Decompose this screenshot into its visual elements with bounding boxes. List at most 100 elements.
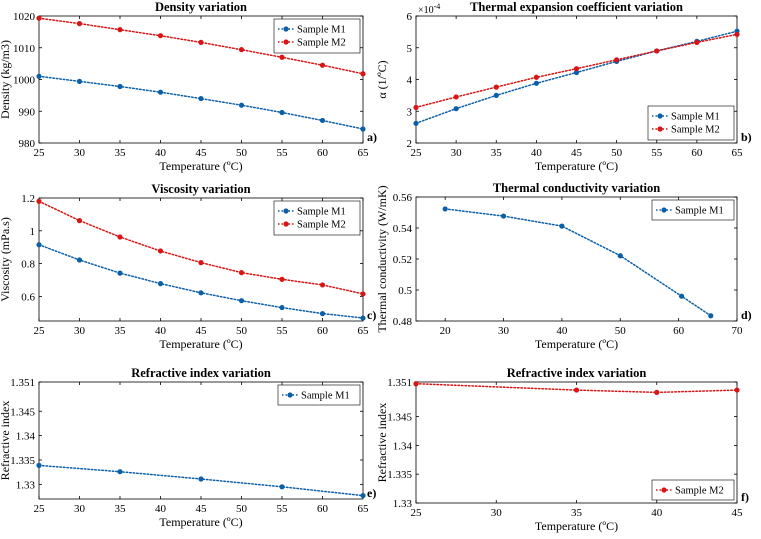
series-line-sample-m1 [444,208,712,317]
y-tick-label: 0.54 [393,223,413,235]
y-tick-label: 1.335 [10,455,35,467]
x-tick-label: 55 [277,147,289,159]
x-tick-label: 65 [732,147,744,159]
data-point [238,102,245,108]
legend-box [651,479,735,501]
chart-title: Thermal conductivity variation [493,181,660,195]
x-tick-label: 40 [556,325,568,337]
y-tick-label: 0.56 [393,192,413,204]
y-axis-label: Refractive index [0,401,12,481]
legend: Sample M1 [277,384,361,406]
y-tick-label: 1.34 [393,440,413,452]
x-tick-label: 50 [236,503,248,515]
data-point [678,293,685,299]
data-point [157,89,164,95]
y-tick-label: 0.52 [393,254,412,266]
x-tick-label: 50 [236,147,248,159]
y-tick-label: 1.351 [387,377,412,389]
x-tick-label: 25 [34,147,46,159]
legend-swatch-marker [283,39,289,45]
data-point [117,234,123,240]
data-point [76,21,83,27]
data-point [117,270,123,276]
x-tick-label: 35 [571,507,583,519]
panel-label: c) [367,308,376,322]
legend-entry: Sample M1 [671,112,720,123]
data-point [76,257,83,263]
data-point [734,31,740,38]
panel-label: d) [741,308,752,322]
legend-swatch-marker [661,487,667,493]
data-point [319,117,326,124]
x-tick-label: 40 [155,147,167,159]
data-point [319,311,326,317]
x-tick-label: 70 [732,325,744,337]
x-tick-label: 40 [155,325,167,337]
data-point [413,120,419,126]
data-point [36,73,42,79]
data-point [36,198,42,204]
x-tick-label: 30 [491,507,503,519]
data-point [360,71,366,77]
data-point [238,270,245,276]
y-tick-label: 1020 [13,11,36,23]
x-tick-label: 20 [440,325,452,337]
x-tick-label: 65 [358,503,370,515]
y-tick-label: 6 [407,11,413,23]
x-tick-label: 45 [196,503,208,515]
data-point [117,469,123,475]
x-axis-label: Temperature (ºC) [535,519,618,533]
legend-swatch-marker [283,221,289,227]
legend: Sample M1 Sample M2 [273,200,361,236]
data-point [279,276,285,282]
legend-entry: Sample M2 [297,220,346,231]
x-tick-label: 30 [451,147,463,159]
y-tick-label: 4 [407,75,413,87]
y-tick-label: 0.8 [21,259,35,271]
data-point [413,104,419,111]
y-tick-label: 1010 [13,43,36,55]
x-tick-label: 25 [411,147,423,159]
x-tick-label: 45 [196,147,208,159]
panel-f: 25 30 35 40 45 1.33 1.335 1.34 1.345 1.351 Refract… [375,366,749,533]
chart-title: Density variation [155,0,247,14]
data-point [442,206,448,212]
legend: Sample M1 [651,199,735,221]
y-tick-label: 990 [19,106,36,118]
x-tick-label: 30 [74,147,86,159]
data-point [734,387,740,393]
chart-title: Viscosity variation [151,182,250,196]
data-point [198,290,204,296]
y-tick-label: 0.6 [21,291,35,303]
x-tick-label: 40 [651,507,663,519]
legend-entry: Sample M2 [297,38,346,49]
x-tick-label: 30 [74,325,86,337]
legend-box [277,384,361,406]
x-tick-label: 60 [317,503,329,515]
data-point [360,291,366,297]
x-tick-label: 50 [615,325,627,337]
x-tick-label: 55 [277,503,289,515]
data-point [157,281,164,287]
legend-swatch-marker [287,392,293,398]
data-point [413,381,419,387]
x-tick-label: 25 [411,507,423,519]
x-tick-label: 35 [115,147,127,159]
data-point [36,242,42,248]
data-point [573,387,580,393]
y-tick-label: 1.33 [393,498,413,510]
x-tick-label: 50 [236,325,248,337]
data-point [573,66,580,72]
legend-entry: Sample M2 [675,486,724,497]
y-axis-label: Refractive index [375,403,389,483]
legend-entry: Sample M1 [675,206,724,217]
series-line-sample-m1 [38,243,364,319]
data-point [617,253,623,259]
y-tick-label: 1.34 [16,431,36,443]
x-axis-label: Temperature (ºC) [159,515,242,529]
data-point [198,476,204,482]
x-tick-label: 45 [571,147,583,159]
legend-swatch-marker [283,26,289,32]
